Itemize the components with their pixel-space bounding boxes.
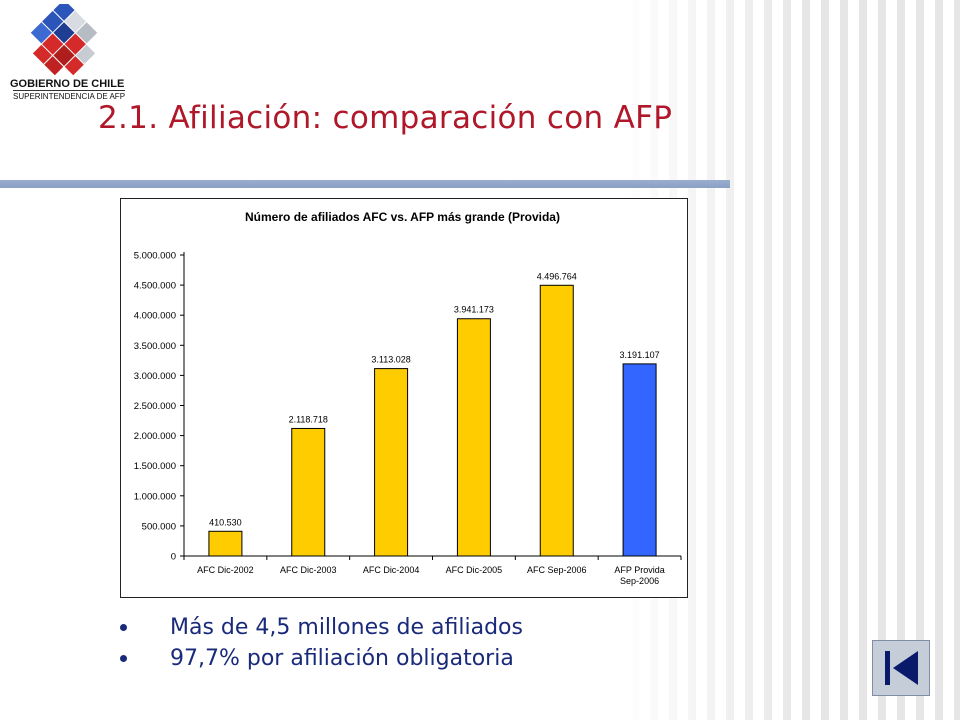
chart-panel: Número de afiliados AFC vs. AFP más gran… — [120, 198, 688, 598]
bullet-list: Más de 4,5 millones de afiliados 97,7% p… — [118, 612, 523, 674]
x-tick-label: AFC Dic-2004 — [363, 565, 420, 575]
chart-title: Número de afiliados AFC vs. AFP más gran… — [245, 210, 560, 224]
back-button[interactable] — [872, 640, 930, 696]
bar-data-label: 3.113.028 — [371, 355, 410, 365]
y-tick-label: 4.500.000 — [134, 281, 176, 292]
y-tick-label: 1.000.000 — [134, 491, 176, 502]
y-tick-label: 2.500.000 — [134, 401, 176, 412]
bar — [374, 368, 409, 557]
x-tick-label: AFC Dic-2003 — [280, 565, 337, 575]
bar-data-label: 3.941.173 — [454, 305, 494, 315]
x-tick-label: AFC Dic-2005 — [446, 565, 503, 575]
bar — [622, 363, 657, 557]
bar — [208, 530, 243, 557]
x-tick-label: AFP Provida — [614, 565, 664, 575]
bullet-text: 97,7% por afiliación obligatoria — [170, 646, 514, 671]
x-tick-label: AFC Sep-2006 — [527, 565, 587, 575]
bar-data-label: 3.191.107 — [620, 350, 660, 360]
x-tick-label: Sep-2006 — [620, 576, 659, 586]
bar-data-label: 4.496.764 — [537, 271, 577, 281]
logo-subtitle: SUPERINTENDENCIA DE AFP — [13, 90, 126, 101]
bullet-text: Más de 4,5 millones de afiliados — [170, 615, 523, 640]
y-tick-label: 3.000.000 — [134, 371, 176, 382]
bullet-item: 97,7% por afiliación obligatoria — [118, 643, 523, 674]
bar-data-label: 2.118.718 — [289, 414, 328, 424]
bullet-item: Más de 4,5 millones de afiliados — [118, 612, 523, 643]
bullet-dot — [120, 624, 127, 631]
y-tick-label: 3.500.000 — [134, 341, 176, 352]
y-tick-label: 5.000.000 — [134, 251, 176, 262]
bar — [456, 318, 491, 557]
bar-data-label: 410.530 — [209, 517, 242, 527]
government-logo: GOBIERNO DE CHILE SUPERINTENDENCIA DE AF… — [4, 4, 126, 101]
x-tick-label: AFC Dic-2002 — [197, 565, 254, 575]
bar-chart: Número de afiliados AFC vs. AFP más gran… — [134, 210, 682, 586]
y-tick-label: 0 — [171, 552, 176, 563]
y-tick-label: 4.000.000 — [134, 311, 176, 322]
logo-title: GOBIERNO DE CHILE — [10, 78, 125, 90]
logo-mark-icon — [30, 4, 98, 76]
bullet-dot — [120, 655, 127, 662]
y-tick-label: 2.000.000 — [134, 431, 176, 442]
y-tick-label: 500.000 — [142, 521, 176, 532]
y-tick-label: 1.500.000 — [134, 461, 176, 472]
skip-back-icon — [885, 651, 918, 685]
bar — [291, 427, 326, 557]
page-title: 2.1. Afiliación: comparación con AFP — [98, 100, 673, 136]
bar — [539, 284, 574, 557]
title-divider — [0, 180, 730, 188]
